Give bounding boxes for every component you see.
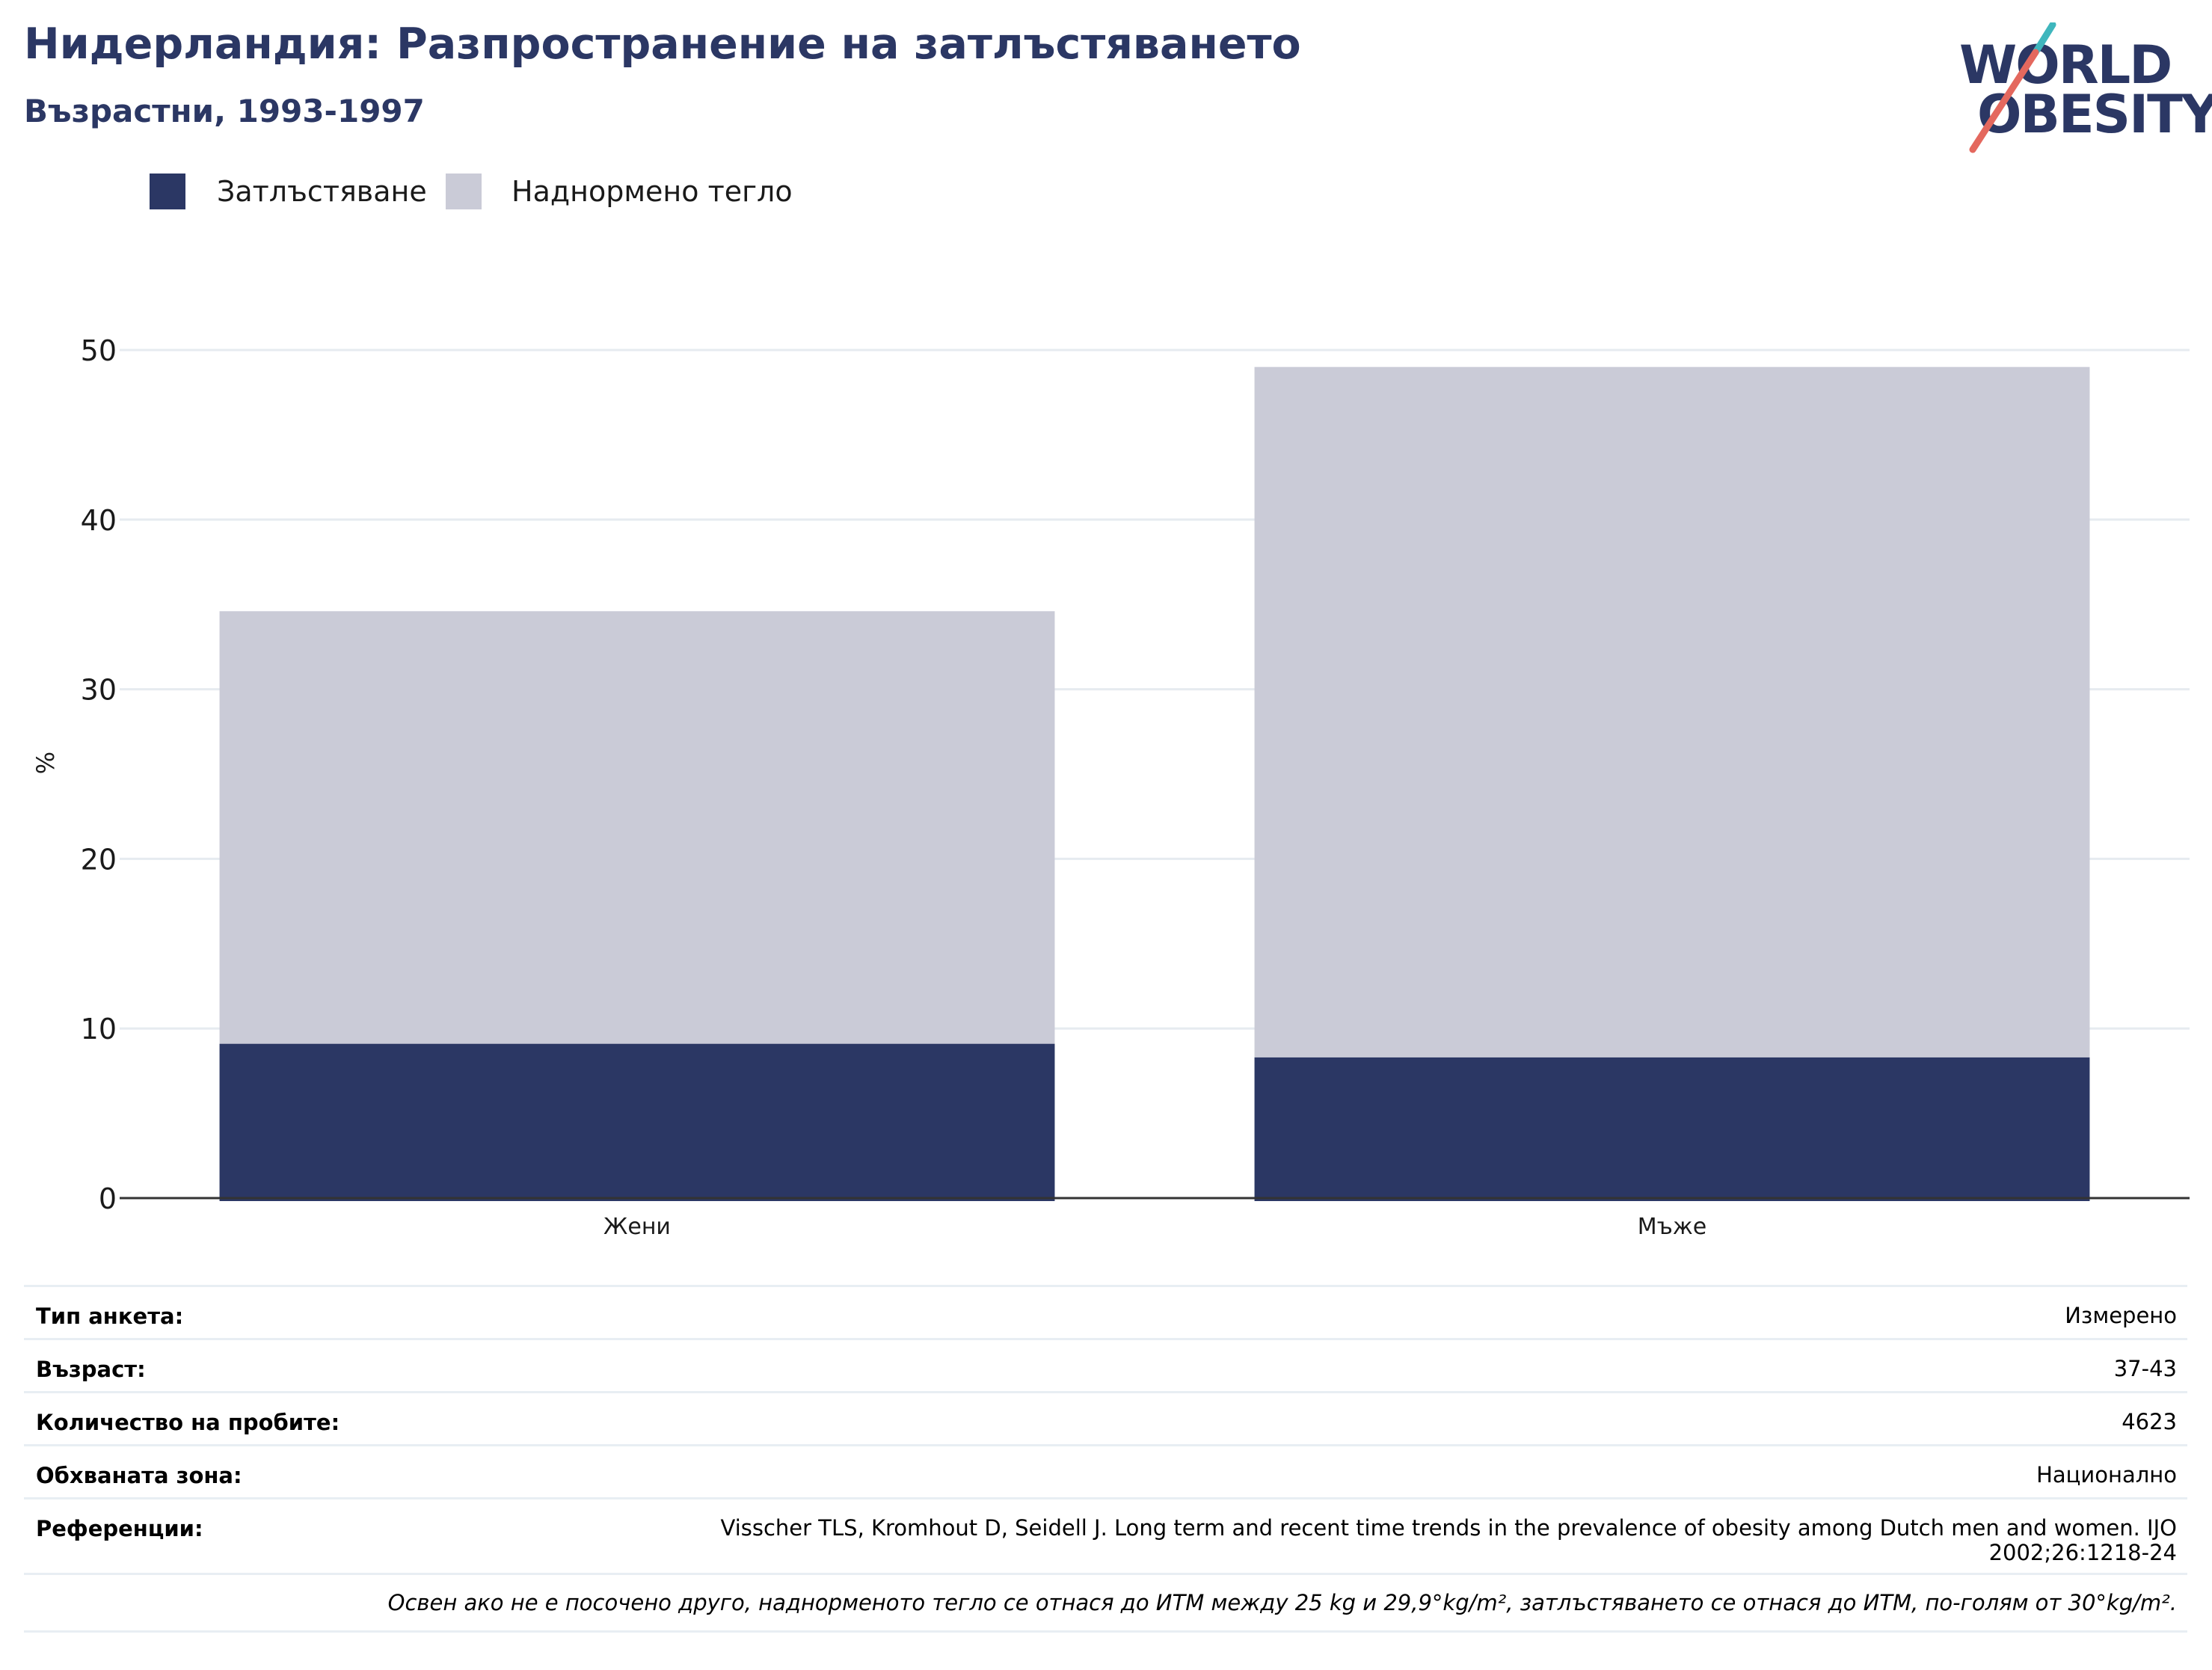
meta-value-sample-size: 4623 xyxy=(2122,1409,2177,1434)
x-tick-label: Мъже xyxy=(1638,1214,1707,1240)
meta-row-age: Възраст: 37-43 xyxy=(24,1338,2187,1393)
y-tick-label: 30 xyxy=(81,674,117,707)
meta-value-age: 37-43 xyxy=(2113,1356,2177,1381)
meta-row-area: Обхваната зона: Национално xyxy=(24,1444,2187,1499)
meta-row-sample-size: Количество на пробите: 4623 xyxy=(24,1391,2187,1446)
meta-value-references: Visscher TLS, Kromhout D, Seidell J. Lon… xyxy=(720,1515,2178,1566)
chart-title: Нидерландия: Разпространение на затлъстя… xyxy=(24,19,1301,69)
bar-obesity-1 xyxy=(1254,1057,2090,1201)
meta-label-age: Възраст: xyxy=(36,1357,146,1382)
y-tick-label: 0 xyxy=(99,1182,117,1215)
logo-line-2: OBESITY xyxy=(1977,84,2212,145)
y-axis-label: % xyxy=(31,752,60,774)
meta-label-sample-size: Количество на пробите: xyxy=(36,1410,340,1435)
stacked-bar-chart: 0 10 20 30 40 50% Жени Мъже xyxy=(31,334,2190,1240)
axes: 0 10 20 30 40 50% Жени Мъже xyxy=(31,334,2190,1240)
y-tick-label: 50 xyxy=(81,334,117,367)
x-tick-label: Жени xyxy=(603,1214,671,1240)
legend-swatch-obesity xyxy=(150,174,185,209)
meta-label-area: Обхваната зона: xyxy=(36,1463,242,1488)
bar-obesity-0 xyxy=(219,1043,1055,1201)
y-tick-label: 20 xyxy=(81,843,117,876)
chart-subtitle: Възрастни, 1993-1997 xyxy=(24,93,425,129)
logo-line-1: WORLD xyxy=(1959,34,2172,96)
world-obesity-logo: WORLD OBESITY xyxy=(1952,22,2212,157)
legend-swatch-overweight xyxy=(446,174,482,209)
meta-row-references: Референции: Visscher TLS, Kromhout D, Se… xyxy=(24,1497,2187,1574)
meta-row-survey-type: Тип анкета: Измерено xyxy=(24,1285,2187,1339)
meta-row-footnote: Освен ако не е посочено друго, наднормен… xyxy=(24,1573,2187,1633)
y-tick-label: 40 xyxy=(81,504,117,537)
meta-label-references: Референции: xyxy=(36,1516,203,1541)
footnote: Освен ако не е посочено друго, наднормен… xyxy=(387,1590,2177,1615)
legend-label-overweight: Наднормено тегло xyxy=(511,175,793,208)
y-tick-label: 10 xyxy=(81,1013,117,1046)
logo-slash-icon xyxy=(1969,22,2056,153)
meta-value-area: Национално xyxy=(2036,1462,2177,1488)
meta-label-survey-type: Тип анкета: xyxy=(36,1304,184,1329)
bar-overweight-0 xyxy=(219,611,1055,1044)
legend-label-obesity: Затлъстяване xyxy=(217,175,427,208)
reference-line-1: Visscher TLS, Kromhout D, Seidell J. Lon… xyxy=(720,1515,2178,1541)
bar-overweight-1 xyxy=(1254,366,2090,1057)
reference-line-2: 2002;26:1218-24 xyxy=(1988,1540,2177,1566)
meta-value-survey-type: Измерено xyxy=(2065,1303,2177,1328)
bars xyxy=(219,366,2090,1201)
